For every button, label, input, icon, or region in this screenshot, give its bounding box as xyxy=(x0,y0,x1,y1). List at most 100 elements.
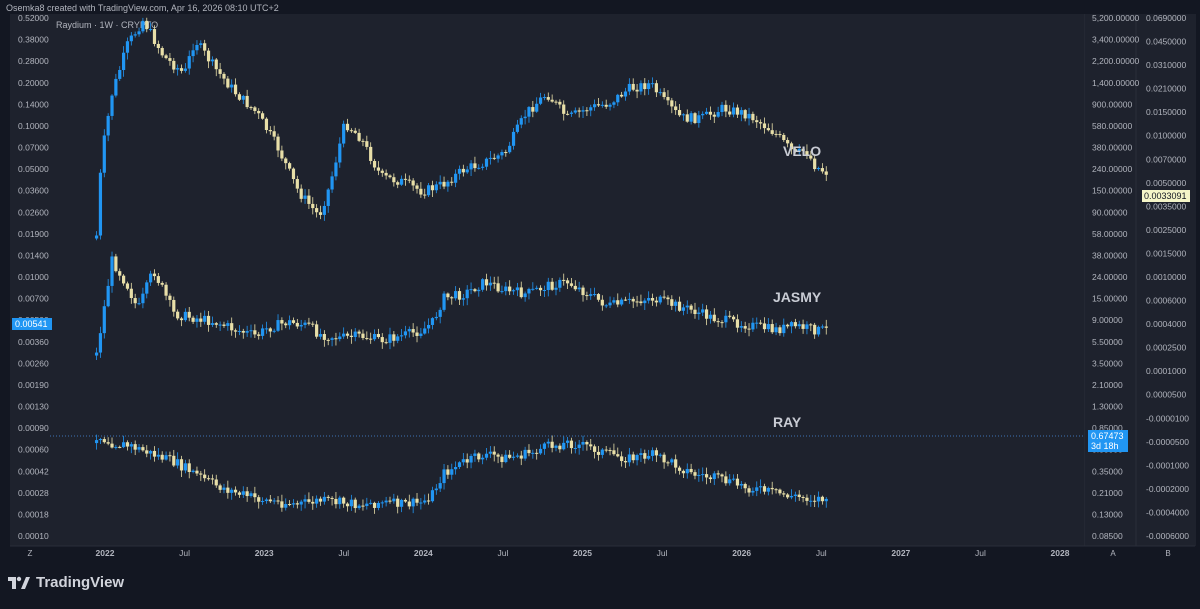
candle-body-velo xyxy=(650,83,655,85)
candle-body-ray xyxy=(318,498,323,502)
candle-body-jasmy xyxy=(203,315,207,322)
candle-body-ray xyxy=(264,499,269,502)
candle-body-velo xyxy=(639,83,643,92)
series-label-jasmy: JASMY xyxy=(773,289,822,305)
candle-body-velo xyxy=(542,97,547,99)
candle-body-ray xyxy=(338,497,342,505)
candle-body-ray xyxy=(141,447,145,451)
mid-axis-tick: 0.08500 xyxy=(1092,531,1123,541)
candle-body-jasmy xyxy=(430,318,435,325)
jasmy-price-tag: 0.00541 xyxy=(15,319,48,329)
candle-body-ray xyxy=(365,503,369,507)
candle-body-ray xyxy=(627,454,631,463)
tradingview-logo[interactable]: TradingView xyxy=(8,574,124,591)
candle-body-jasmy xyxy=(372,333,377,340)
candle-body-ray xyxy=(504,454,508,463)
candle-body-velo xyxy=(106,115,110,136)
candle-body-velo xyxy=(585,110,589,112)
candle-body-jasmy xyxy=(531,288,535,290)
candle-body-velo xyxy=(558,101,562,105)
candle-body-ray xyxy=(237,492,242,495)
candle-body-velo xyxy=(137,31,141,35)
candle-body-velo xyxy=(647,83,651,90)
candle-body-ray xyxy=(253,493,257,498)
left-axis-tick: 0.01000 xyxy=(18,272,49,282)
candle-body-velo xyxy=(199,43,203,45)
candle-body-jasmy xyxy=(257,334,261,336)
mid-axis-tick: 0.85000 xyxy=(1092,423,1123,433)
candle-body-jasmy xyxy=(681,307,686,311)
candle-body-ray xyxy=(172,455,176,466)
candle-body-velo xyxy=(129,35,133,42)
candle-body-velo xyxy=(789,143,794,150)
candle-body-jasmy xyxy=(218,324,222,326)
candle-body-jasmy xyxy=(751,322,755,330)
candle-body-jasmy xyxy=(272,330,276,332)
candle-body-velo xyxy=(357,132,361,141)
candle-body-jasmy xyxy=(697,312,701,315)
candle-body-jasmy xyxy=(380,337,384,343)
candle-body-velo xyxy=(519,118,523,125)
candle-body-velo xyxy=(535,103,539,112)
left-axis-tick: 0.28000 xyxy=(18,56,49,66)
candle-body-velo xyxy=(461,168,465,173)
candle-body-velo xyxy=(349,130,353,132)
candle-body-velo xyxy=(786,140,790,144)
candle-body-jasmy xyxy=(789,322,794,327)
candle-body-ray xyxy=(612,450,616,455)
candle-body-jasmy xyxy=(816,326,821,335)
candle-body-ray xyxy=(589,444,593,447)
candle-body-jasmy xyxy=(411,329,415,333)
candle-body-velo xyxy=(465,169,469,173)
candle-body-ray xyxy=(608,450,612,452)
candle-body-jasmy xyxy=(357,331,361,334)
left-axis-tick: 0.00700 xyxy=(18,294,49,304)
candle-body-ray xyxy=(288,504,292,506)
candle-body-jasmy xyxy=(662,296,666,298)
candle-body-velo xyxy=(824,171,828,175)
candle-body-jasmy xyxy=(288,320,292,326)
candle-body-jasmy xyxy=(469,289,473,291)
candle-body-velo xyxy=(635,89,639,92)
candle-body-velo xyxy=(372,160,377,168)
candle-body-velo xyxy=(813,158,817,170)
right-axis-tick: 0.0100000 xyxy=(1146,131,1186,141)
candle-body-velo xyxy=(704,111,709,114)
mid-axis-tick: 240.00000 xyxy=(1092,164,1132,174)
candle-body-velo xyxy=(191,50,195,57)
candle-body-jasmy xyxy=(326,339,330,341)
mid-axis-tick: 1,400.00000 xyxy=(1092,78,1140,88)
candle-body-velo xyxy=(237,94,242,100)
candle-body-jasmy xyxy=(558,279,562,288)
candle-body-velo xyxy=(338,143,342,163)
candle-body-ray xyxy=(226,487,230,493)
candle-body-velo xyxy=(712,114,716,117)
candle-body-jasmy xyxy=(353,331,357,338)
candle-body-velo xyxy=(407,179,411,181)
candle-body-velo xyxy=(450,181,454,183)
candle-body-velo xyxy=(326,189,330,206)
right-axis-tick: 0.0310000 xyxy=(1146,60,1186,70)
candle-body-jasmy xyxy=(338,336,342,340)
mid-axis-tick: 9.00000 xyxy=(1092,315,1123,325)
candle-body-velo xyxy=(230,84,234,88)
candle-body-ray xyxy=(685,468,689,474)
candle-body-velo xyxy=(739,110,743,115)
candle-body-ray xyxy=(596,451,601,455)
candle-body-velo xyxy=(423,194,427,196)
x-axis-tick: 2023 xyxy=(255,548,274,558)
candle-body-velo xyxy=(203,43,207,51)
candle-body-velo xyxy=(589,107,593,111)
candle-body-velo xyxy=(496,155,500,159)
mid-axis-tick: 2.10000 xyxy=(1092,380,1123,390)
candle-body-jasmy xyxy=(260,328,265,336)
candle-body-jasmy xyxy=(276,320,280,331)
jasmy-price-tag-bg xyxy=(12,318,52,330)
candle-body-ray xyxy=(218,485,222,490)
candle-body-jasmy xyxy=(716,321,720,323)
candle-body-velo xyxy=(674,106,678,111)
candle-body-ray xyxy=(129,444,133,447)
candle-body-ray xyxy=(434,488,438,491)
candle-body-ray xyxy=(477,453,481,460)
